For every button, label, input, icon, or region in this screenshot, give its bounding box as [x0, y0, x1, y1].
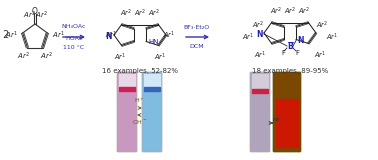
- Bar: [119, 73, 135, 89]
- Text: Ar$^2$: Ar$^2$: [120, 7, 132, 19]
- Text: Ar$^1$: Ar$^1$: [154, 51, 166, 63]
- Text: 110 °C: 110 °C: [64, 45, 85, 50]
- Text: Ar$^2$: Ar$^2$: [298, 5, 310, 17]
- Text: O: O: [32, 7, 38, 16]
- Bar: [144, 87, 160, 91]
- Bar: [252, 73, 268, 92]
- Text: F: F: [295, 50, 299, 56]
- Text: 16 examples, 52-82%: 16 examples, 52-82%: [102, 68, 178, 74]
- Text: HN: HN: [148, 40, 159, 45]
- Text: Ar$^2$: Ar$^2$: [316, 19, 328, 31]
- Text: Ar$^1$: Ar$^1$: [163, 29, 175, 41]
- FancyBboxPatch shape: [250, 72, 270, 152]
- Text: Ar$^1$: Ar$^1$: [254, 49, 266, 61]
- Text: N: N: [105, 32, 112, 40]
- Text: Ar$^2$: Ar$^2$: [252, 19, 264, 31]
- Bar: [276, 99, 298, 147]
- Text: 18 examples, 89-95%: 18 examples, 89-95%: [252, 68, 328, 74]
- Text: Ar$^1$: Ar$^1$: [105, 29, 117, 41]
- Text: 2: 2: [2, 30, 8, 40]
- Text: Ar$^1$: Ar$^1$: [5, 29, 18, 41]
- Text: ex: ex: [273, 116, 280, 121]
- Text: OH$^-$: OH$^-$: [132, 118, 147, 126]
- FancyBboxPatch shape: [142, 72, 162, 152]
- Text: Ar$^1$: Ar$^1$: [314, 49, 326, 61]
- Bar: [144, 73, 160, 89]
- Text: Ar$^2$: Ar$^2$: [134, 7, 146, 19]
- Text: N: N: [257, 29, 263, 39]
- Text: H$^+$: H$^+$: [134, 96, 145, 105]
- Text: HOAc: HOAc: [65, 36, 83, 40]
- Text: BF₃·Et₂O: BF₃·Et₂O: [184, 25, 210, 30]
- Text: Ar$^2$: Ar$^2$: [270, 5, 282, 17]
- Text: Ar$^2$: Ar$^2$: [17, 51, 30, 62]
- Text: B: B: [287, 41, 293, 51]
- Text: DCM: DCM: [190, 44, 204, 49]
- Bar: [119, 87, 135, 91]
- Text: Ar$^2$: Ar$^2$: [35, 9, 47, 21]
- Text: Ar$^1$: Ar$^1$: [242, 31, 254, 43]
- Text: NH₄OAc: NH₄OAc: [62, 24, 86, 29]
- Text: Ar$^2$: Ar$^2$: [284, 5, 296, 17]
- Text: F: F: [281, 50, 285, 56]
- Text: Ar$^2$: Ar$^2$: [23, 9, 36, 21]
- Text: Ar$^2$: Ar$^2$: [148, 7, 160, 19]
- Text: Ar$^2$: Ar$^2$: [40, 51, 53, 62]
- Text: Ar$^1$: Ar$^1$: [326, 31, 338, 43]
- Text: Ar$^1$: Ar$^1$: [114, 51, 126, 63]
- Text: Ar$^1$: Ar$^1$: [52, 29, 65, 41]
- FancyBboxPatch shape: [117, 72, 137, 152]
- Bar: [252, 89, 268, 93]
- Text: N: N: [297, 36, 304, 45]
- FancyBboxPatch shape: [273, 72, 301, 152]
